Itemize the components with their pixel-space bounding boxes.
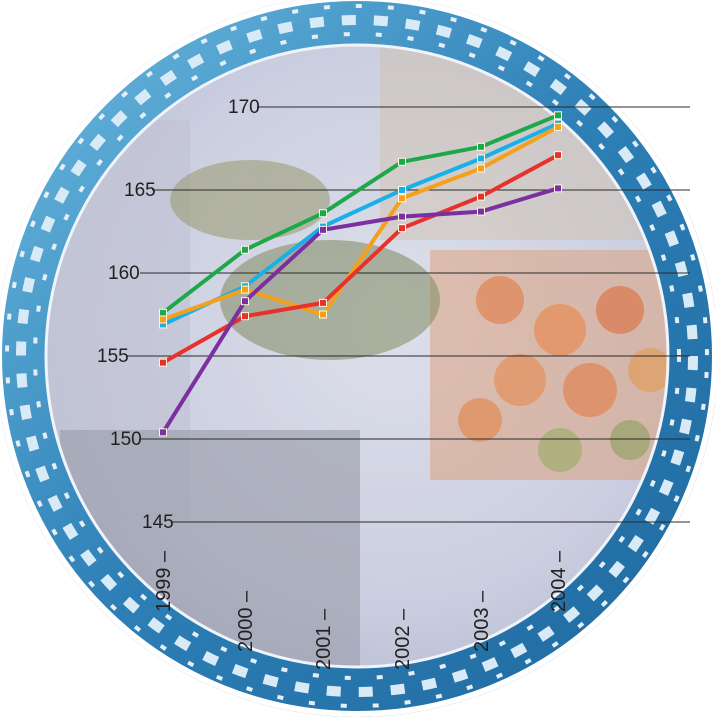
data-point (477, 142, 485, 151)
data-point (319, 225, 327, 234)
data-point (241, 297, 249, 306)
y-tick-label: 150 (110, 429, 142, 450)
data-point (241, 245, 249, 254)
data-point (398, 186, 406, 194)
data-point (554, 122, 562, 131)
y-tick-label: 145 (142, 512, 174, 533)
data-point (554, 111, 562, 120)
data-point (159, 315, 167, 324)
x-tick-label: 1999 – (153, 550, 175, 612)
data-point (398, 212, 406, 221)
x-tick-label: 2004 – (548, 550, 570, 612)
data-point (159, 308, 167, 317)
data-point (319, 209, 327, 218)
x-tick-label: 2003 – (471, 590, 493, 652)
y-tick-label: 170 (228, 97, 260, 118)
data-point (241, 285, 249, 294)
y-tick-label: 165 (124, 180, 156, 201)
series-line-5 (161, 186, 560, 435)
data-point (477, 207, 485, 216)
data-point (554, 184, 562, 193)
pepper-pile (458, 276, 667, 472)
olive-bowl (170, 160, 440, 360)
data-point (398, 157, 406, 166)
x-axis-ticks: 1999 – 2000 – 2001 – 2002 – 2003 – 2004 – (153, 550, 570, 670)
series-markers (159, 111, 562, 437)
data-point (477, 164, 485, 173)
data-point (398, 194, 406, 203)
series-lines (161, 113, 560, 435)
data-point (554, 151, 562, 160)
y-axis-ticks: 145 150 155 160 165 170 (97, 97, 260, 533)
series-line-1 (161, 113, 560, 315)
data-point (159, 428, 167, 437)
y-tick-label: 155 (97, 346, 129, 367)
data-point (159, 358, 167, 367)
data-point (477, 192, 485, 201)
series-line-3 (161, 124, 560, 322)
data-point (398, 224, 406, 233)
data-point (241, 312, 249, 321)
data-point (319, 298, 327, 307)
y-tick-label: 160 (108, 263, 140, 284)
data-point (319, 310, 327, 319)
x-tick-label: 2002 – (392, 608, 414, 670)
data-point (477, 154, 485, 163)
x-tick-label: 2000 – (235, 590, 257, 652)
x-tick-label: 2001 – (313, 608, 335, 670)
